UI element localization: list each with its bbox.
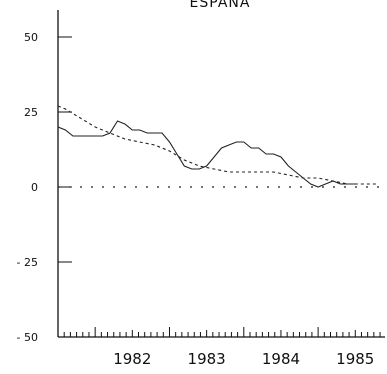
series-line-dashed <box>57 105 378 185</box>
chart-title: ESPANA <box>190 0 251 11</box>
y-tick-label: 50 <box>24 31 38 44</box>
y-tick-label: - 50 <box>17 331 38 344</box>
y-tick-label: - 25 <box>17 256 38 269</box>
x-tick-label: 1982 <box>113 350 151 368</box>
x-tick-label: 1983 <box>188 350 226 368</box>
x-tick-label: 1984 <box>262 350 300 368</box>
y-tick-label: 25 <box>24 106 38 119</box>
tick-labels: 50 25 0 - 25 - 50 1982 1983 1984 1985 <box>17 31 375 368</box>
axes <box>57 10 385 338</box>
x-tick-label: 1985 <box>336 350 374 368</box>
y-tick-label: 0 <box>31 181 38 194</box>
series-line-solid <box>57 120 356 188</box>
series-lines <box>57 105 385 188</box>
